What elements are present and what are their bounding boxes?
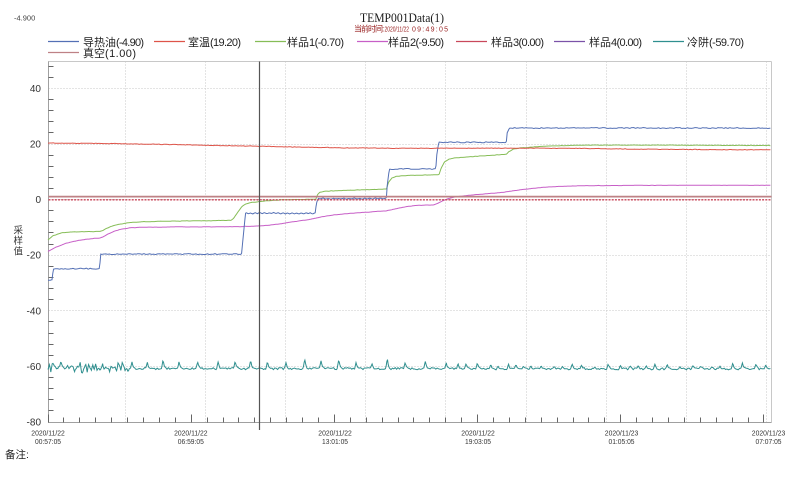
svg-text:2020/11/22: 2020/11/22 <box>31 429 65 438</box>
svg-text:-80: -80 <box>27 418 42 429</box>
svg-text:2020/11/23: 2020/11/23 <box>752 429 786 438</box>
svg-text:导热油(-4.90): 导热油(-4.90) <box>83 35 144 49</box>
svg-text:样品4(0.00): 样品4(0.00) <box>589 35 642 49</box>
svg-text:样品3(0.00): 样品3(0.00) <box>491 35 544 49</box>
svg-text:-60: -60 <box>27 362 42 373</box>
svg-text:01:05:05: 01:05:05 <box>609 437 635 446</box>
svg-text:2020/11/22: 2020/11/22 <box>174 429 208 438</box>
svg-text:2020/11/22: 2020/11/22 <box>461 429 495 438</box>
svg-text:20: 20 <box>30 140 42 151</box>
svg-text:2020/11/22: 2020/11/22 <box>318 429 352 438</box>
svg-text:-4.900: -4.900 <box>14 14 35 23</box>
svg-text:-20: -20 <box>27 251 42 262</box>
svg-text:冷阱(-59.70): 冷阱(-59.70) <box>687 35 744 49</box>
svg-text:40: 40 <box>30 84 42 95</box>
svg-text:2020/11/23: 2020/11/23 <box>605 429 639 438</box>
svg-text:2020/11/22: 2020/11/22 <box>385 27 410 34</box>
svg-text:-40: -40 <box>27 306 42 317</box>
svg-text:当前时间:: 当前时间: <box>354 24 384 34</box>
svg-text:0: 0 <box>35 195 41 206</box>
svg-text:TEMP001Data(1): TEMP001Data(1) <box>360 10 444 25</box>
svg-text:样品2(-9.50): 样品2(-9.50) <box>388 35 444 49</box>
svg-text:样: 样 <box>14 235 24 247</box>
svg-text:值: 值 <box>14 246 24 258</box>
svg-text:备注:: 备注: <box>5 448 29 461</box>
svg-text:09:49:05: 09:49:05 <box>412 27 448 34</box>
svg-text:真空(1.00): 真空(1.00) <box>83 46 136 60</box>
svg-text:样品1(-0.70): 样品1(-0.70) <box>287 35 344 49</box>
svg-text:室温(19.20): 室温(19.20) <box>188 35 241 49</box>
svg-text:19:03:05: 19:03:05 <box>465 437 491 446</box>
svg-text:00:57:05: 00:57:05 <box>35 437 61 446</box>
svg-text:13:01:05: 13:01:05 <box>322 437 348 446</box>
svg-text:采: 采 <box>14 226 24 237</box>
svg-text:07:07:05: 07:07:05 <box>756 437 782 446</box>
svg-text:06:59:05: 06:59:05 <box>178 437 204 446</box>
